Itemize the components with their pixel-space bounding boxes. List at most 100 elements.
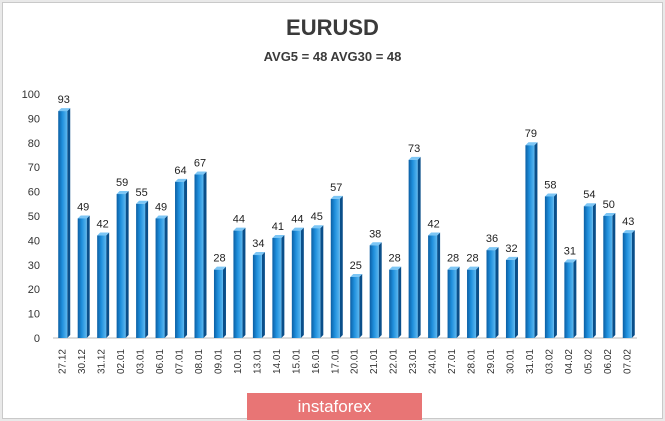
bar [583, 206, 593, 338]
brand-logo-text: instaforex [297, 397, 372, 416]
y-tick-label: 70 [28, 162, 40, 174]
data-label: 41 [272, 221, 284, 233]
bar-side [281, 234, 285, 338]
bar-top [622, 230, 635, 234]
data-label: 36 [486, 233, 498, 245]
bar [350, 277, 360, 338]
bar [233, 230, 243, 338]
data-label: 57 [330, 182, 342, 194]
x-tick-label: 29.01 [486, 349, 497, 374]
data-label: 25 [350, 260, 362, 272]
data-label: 58 [544, 179, 556, 191]
bar-top [194, 171, 207, 175]
bar-top [603, 213, 616, 216]
bar [525, 145, 535, 338]
bar [330, 198, 340, 338]
bar-side [125, 191, 129, 338]
bar-side [417, 156, 421, 338]
bar-side [553, 193, 557, 338]
bar [155, 218, 165, 338]
bar [291, 230, 301, 338]
bar-side [592, 203, 596, 338]
bar [97, 235, 107, 338]
data-label: 28 [447, 253, 459, 265]
bar-top [58, 108, 71, 112]
bar-top [175, 178, 188, 182]
bar-top [486, 247, 499, 251]
y-tick-label: 40 [28, 235, 40, 247]
bar-top [369, 242, 382, 246]
bar [447, 269, 457, 338]
bar-top [467, 266, 480, 270]
x-tick-label: 02.01 [116, 349, 127, 374]
bar-chart: 0 10 20 30 40 50 60 70 80 90 100 93 27.12 49 30.12 42 31… [22, 89, 637, 374]
bar [486, 250, 496, 338]
data-label: 28 [389, 253, 401, 265]
chart-title: EURUSD [286, 15, 379, 40]
bar [544, 196, 554, 338]
x-tick-label: 24.01 [428, 349, 439, 374]
bar-side [534, 142, 538, 338]
bar-side [67, 108, 71, 338]
bar-side [242, 227, 246, 338]
x-tick-label: 04.02 [564, 349, 575, 374]
bar-top [97, 232, 110, 236]
bar-top [330, 195, 343, 199]
bar-side [398, 266, 402, 338]
data-label: 54 [583, 189, 595, 201]
data-label: 28 [466, 253, 478, 265]
bar [505, 259, 515, 338]
x-tick-label: 09.01 [213, 349, 224, 374]
bar-top [77, 215, 90, 219]
x-tick-label: 20.01 [350, 349, 361, 374]
bar [428, 235, 438, 338]
bar-side [456, 266, 460, 338]
bar-side [164, 215, 168, 338]
data-label: 42 [97, 219, 109, 231]
data-label: 42 [427, 219, 439, 231]
data-label: 93 [58, 94, 70, 106]
x-tick-label: 13.01 [252, 349, 263, 374]
bar [389, 269, 399, 338]
x-tick-label: 28.01 [467, 349, 478, 374]
data-label: 49 [155, 201, 167, 213]
bar-top [272, 234, 285, 238]
bar-top [311, 225, 324, 229]
x-tick-label: 10.01 [233, 349, 244, 374]
y-tick-label: 50 [28, 211, 40, 223]
data-label: 43 [622, 216, 634, 228]
x-tick-label: 31.01 [525, 349, 536, 374]
bar [77, 218, 87, 338]
bar [467, 269, 477, 338]
x-tick-label: 03.01 [136, 349, 147, 374]
chart-subtitle: AVG5 = 48 AVG30 = 48 [263, 49, 402, 64]
bar-side [631, 230, 635, 338]
data-label: 59 [116, 177, 128, 189]
x-tick-label: 05.02 [583, 349, 594, 374]
y-tick-label: 10 [28, 309, 40, 321]
data-label: 44 [233, 214, 245, 226]
bar [369, 245, 379, 338]
bar-top [252, 252, 265, 256]
data-label: 67 [194, 158, 206, 170]
data-label: 55 [135, 187, 147, 199]
data-label: 31 [564, 245, 576, 257]
bar-top [155, 215, 168, 219]
x-tick-label: 07.02 [622, 349, 633, 374]
x-tick-label: 16.01 [311, 349, 322, 374]
y-tick-label: 20 [28, 284, 40, 296]
bar-side [203, 171, 207, 338]
x-tick-label: 15.01 [291, 349, 302, 374]
bar-side [261, 252, 265, 338]
bar-top [136, 200, 149, 204]
bar [194, 174, 204, 338]
bar [564, 262, 574, 338]
bar-top [291, 227, 304, 231]
bar-side [222, 266, 226, 338]
bar-top [583, 203, 596, 207]
bar-side [573, 259, 577, 338]
bar-side [612, 213, 616, 338]
bar-side [184, 178, 188, 338]
x-tick-label: 06.02 [603, 349, 614, 374]
